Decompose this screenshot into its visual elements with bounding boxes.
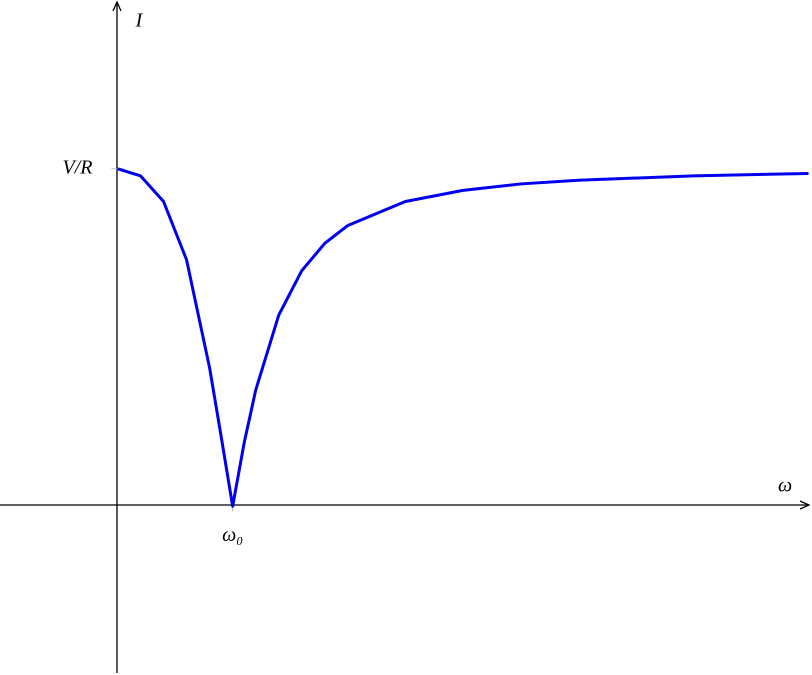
x-tick-label: ω₀ [222,524,243,546]
data-line [117,167,809,508]
x-axis-label: ω [778,475,792,497]
y-axis-label: I [135,10,144,32]
y-tick-label: V/R [62,156,92,178]
